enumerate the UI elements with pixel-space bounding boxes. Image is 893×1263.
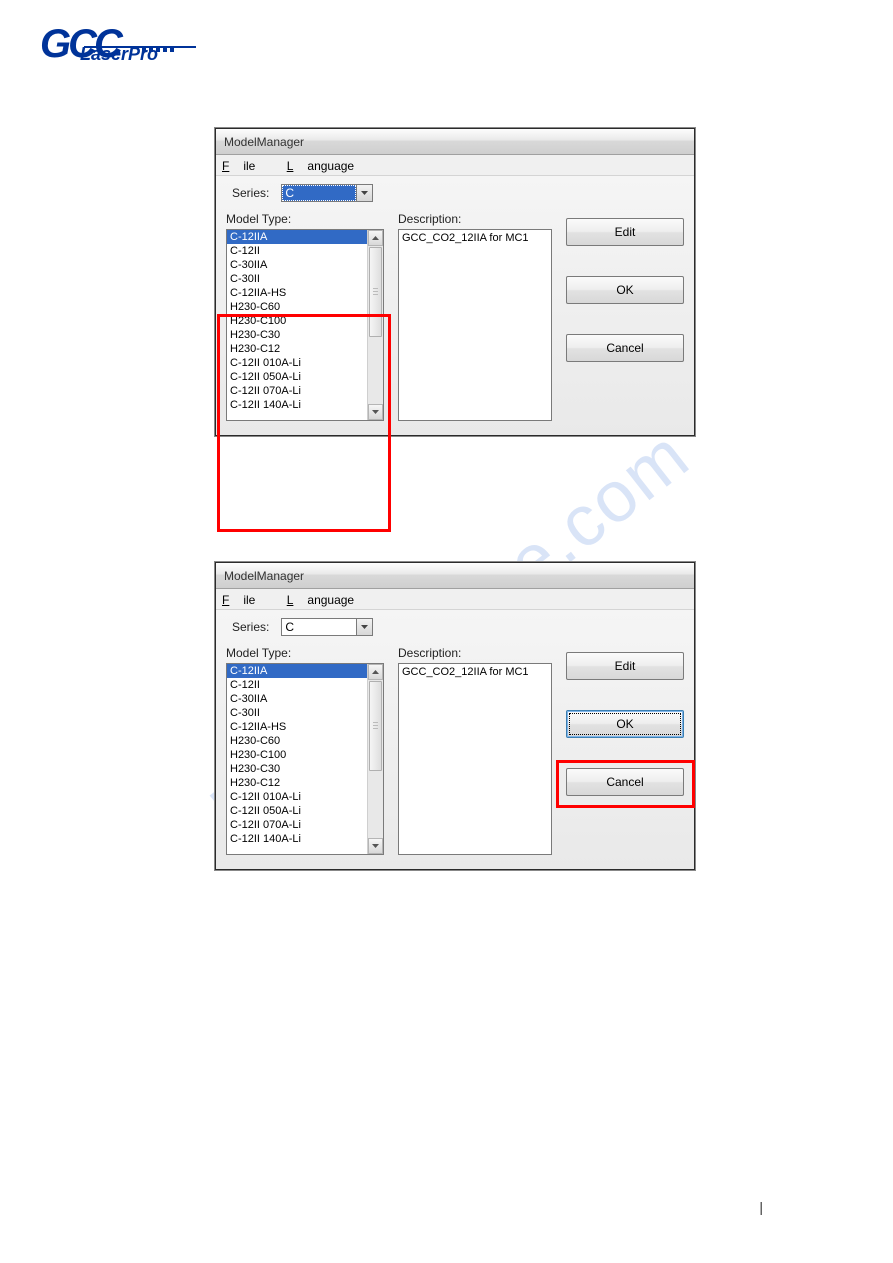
list-item[interactable]: C-12IIA (227, 230, 367, 244)
scrollbar[interactable] (367, 230, 383, 420)
list-item[interactable]: H230-C100 (227, 314, 367, 328)
series-value: C (282, 185, 356, 201)
menu-language[interactable]: Language (287, 593, 368, 607)
list-item[interactable]: H230-C12 (227, 776, 367, 790)
list-item[interactable]: C-30IIA (227, 692, 367, 706)
gcc-logo: GCC LaserPro (40, 28, 190, 65)
menu-language[interactable]: Language (287, 159, 368, 173)
list-item[interactable]: C-12IIA-HS (227, 720, 367, 734)
menu-file[interactable]: File (222, 159, 269, 173)
model-manager-window: ModelManager File Language Series: C Mod… (215, 562, 695, 870)
series-dropdown[interactable]: C (281, 184, 373, 202)
dropdown-arrow-icon[interactable] (356, 185, 372, 201)
description-box: GCC_CO2_12IIA for MC1 (398, 229, 552, 421)
list-item[interactable]: C-30IIA (227, 258, 367, 272)
list-item[interactable]: C-12II 010A-Li (227, 356, 367, 370)
list-item[interactable]: H230-C60 (227, 300, 367, 314)
window-title: ModelManager (216, 563, 694, 589)
list-item[interactable]: C-12II 050A-Li (227, 370, 367, 384)
scroll-down-icon[interactable] (368, 404, 383, 420)
list-item[interactable]: C-12II 140A-Li (227, 832, 367, 846)
model-type-listbox[interactable]: C-12IIAC-12IIC-30IIAC-30IIC-12IIA-HSH230… (226, 229, 384, 421)
scroll-up-icon[interactable] (368, 230, 383, 246)
scroll-thumb[interactable] (369, 681, 382, 771)
model-manager-window: ModelManager File Language Series: C Mod… (215, 128, 695, 436)
list-item[interactable]: H230-C12 (227, 342, 367, 356)
model-type-listbox[interactable]: C-12IIAC-12IIC-30IIAC-30IIC-12IIA-HSH230… (226, 663, 384, 855)
description-label: Description: (398, 212, 552, 226)
ok-button[interactable]: OK (566, 276, 684, 304)
list-item[interactable]: H230-C60 (227, 734, 367, 748)
list-item[interactable]: H230-C100 (227, 748, 367, 762)
cancel-button[interactable]: Cancel (566, 768, 684, 796)
scroll-down-icon[interactable] (368, 838, 383, 854)
scrollbar[interactable] (367, 664, 383, 854)
list-item[interactable]: C-30II (227, 706, 367, 720)
dropdown-arrow-icon[interactable] (356, 619, 372, 635)
scroll-up-icon[interactable] (368, 664, 383, 680)
list-item[interactable]: C-12II 140A-Li (227, 398, 367, 412)
menu-file[interactable]: File (222, 593, 269, 607)
list-item[interactable]: C-12II 010A-Li (227, 790, 367, 804)
list-item[interactable]: C-12II 070A-Li (227, 818, 367, 832)
ok-button[interactable]: OK (566, 710, 684, 738)
model-type-label: Model Type: (226, 646, 384, 660)
description-label: Description: (398, 646, 552, 660)
page-separator: | (759, 1199, 763, 1215)
list-item[interactable]: C-12II 070A-Li (227, 384, 367, 398)
list-item[interactable]: H230-C30 (227, 762, 367, 776)
cancel-button[interactable]: Cancel (566, 334, 684, 362)
menu-bar: File Language (216, 155, 694, 175)
description-box: GCC_CO2_12IIA for MC1 (398, 663, 552, 855)
list-item[interactable]: C-12IIA-HS (227, 286, 367, 300)
list-item[interactable]: C-12IIA (227, 664, 367, 678)
scroll-thumb[interactable] (369, 247, 382, 337)
series-value: C (282, 619, 356, 635)
window-title: ModelManager (216, 129, 694, 155)
list-item[interactable]: C-12II (227, 678, 367, 692)
list-item[interactable]: C-12II 050A-Li (227, 804, 367, 818)
series-label: Series: (232, 186, 269, 200)
menu-bar: File Language (216, 589, 694, 609)
list-item[interactable]: C-30II (227, 272, 367, 286)
edit-button[interactable]: Edit (566, 218, 684, 246)
edit-button[interactable]: Edit (566, 652, 684, 680)
model-type-label: Model Type: (226, 212, 384, 226)
list-item[interactable]: H230-C30 (227, 328, 367, 342)
series-dropdown[interactable]: C (281, 618, 373, 636)
list-item[interactable]: C-12II (227, 244, 367, 258)
series-label: Series: (232, 620, 269, 634)
